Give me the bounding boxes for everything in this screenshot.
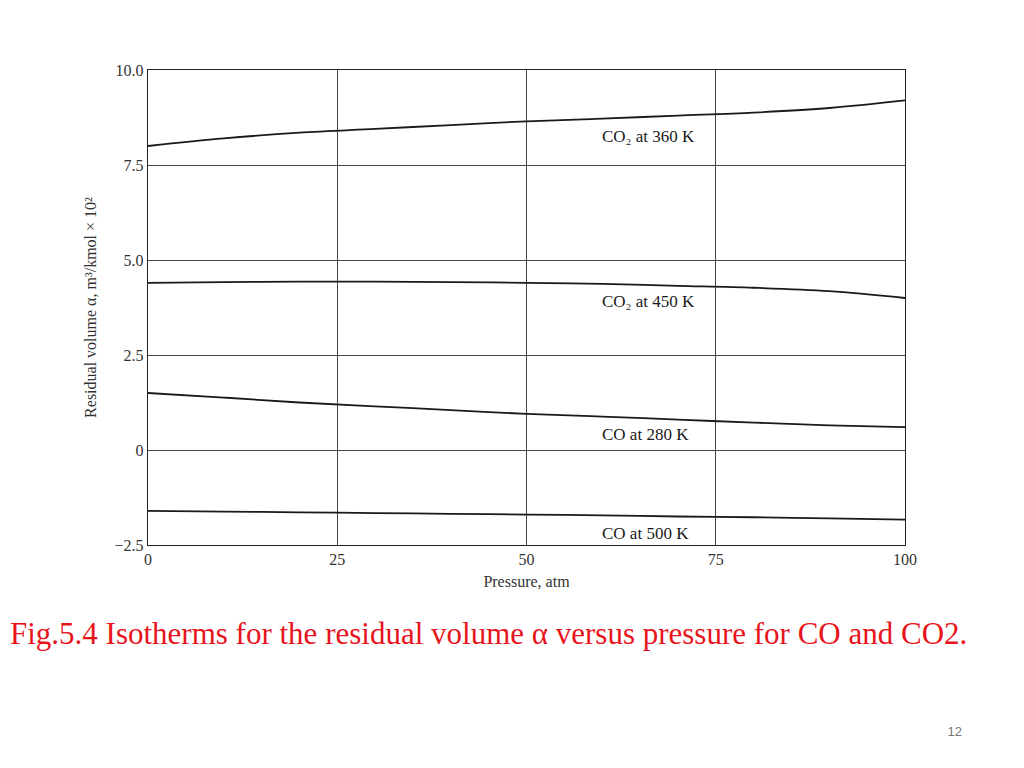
html-text:12: 12 — [947, 724, 962, 739]
svg-text:0: 0 — [136, 442, 144, 459]
svg-text:0: 0 — [144, 551, 152, 568]
svg-text:CO₂ at 450 K: CO₂ at 450 K — [602, 292, 695, 311]
svg-text:Pressure, atm: Pressure, atm — [483, 573, 570, 590]
svg-text:75: 75 — [708, 551, 724, 568]
svg-text:CO₂ at 360 K: CO₂ at 360 K — [602, 127, 695, 146]
svg-text:Residual volume α, m³/kmol × 1: Residual volume α, m³/kmol × 10² — [82, 197, 99, 418]
svg-text:CO at 280 K: CO at 280 K — [602, 425, 689, 444]
svg-text:−2.5: −2.5 — [115, 537, 144, 554]
svg-text:50: 50 — [519, 551, 535, 568]
svg-text:7.5: 7.5 — [124, 157, 144, 174]
svg-text:CO at 500 K: CO at 500 K — [602, 524, 689, 543]
svg-text:100: 100 — [893, 551, 917, 568]
svg-text:10.0: 10.0 — [116, 62, 144, 79]
svg-text:5.0: 5.0 — [124, 252, 144, 269]
svg-text:25: 25 — [329, 551, 345, 568]
html-text:Fig.5.4 Isotherms for the resi: Fig.5.4 Isotherms for the residual volum… — [10, 616, 968, 651]
svg-text:2.5: 2.5 — [124, 347, 144, 364]
